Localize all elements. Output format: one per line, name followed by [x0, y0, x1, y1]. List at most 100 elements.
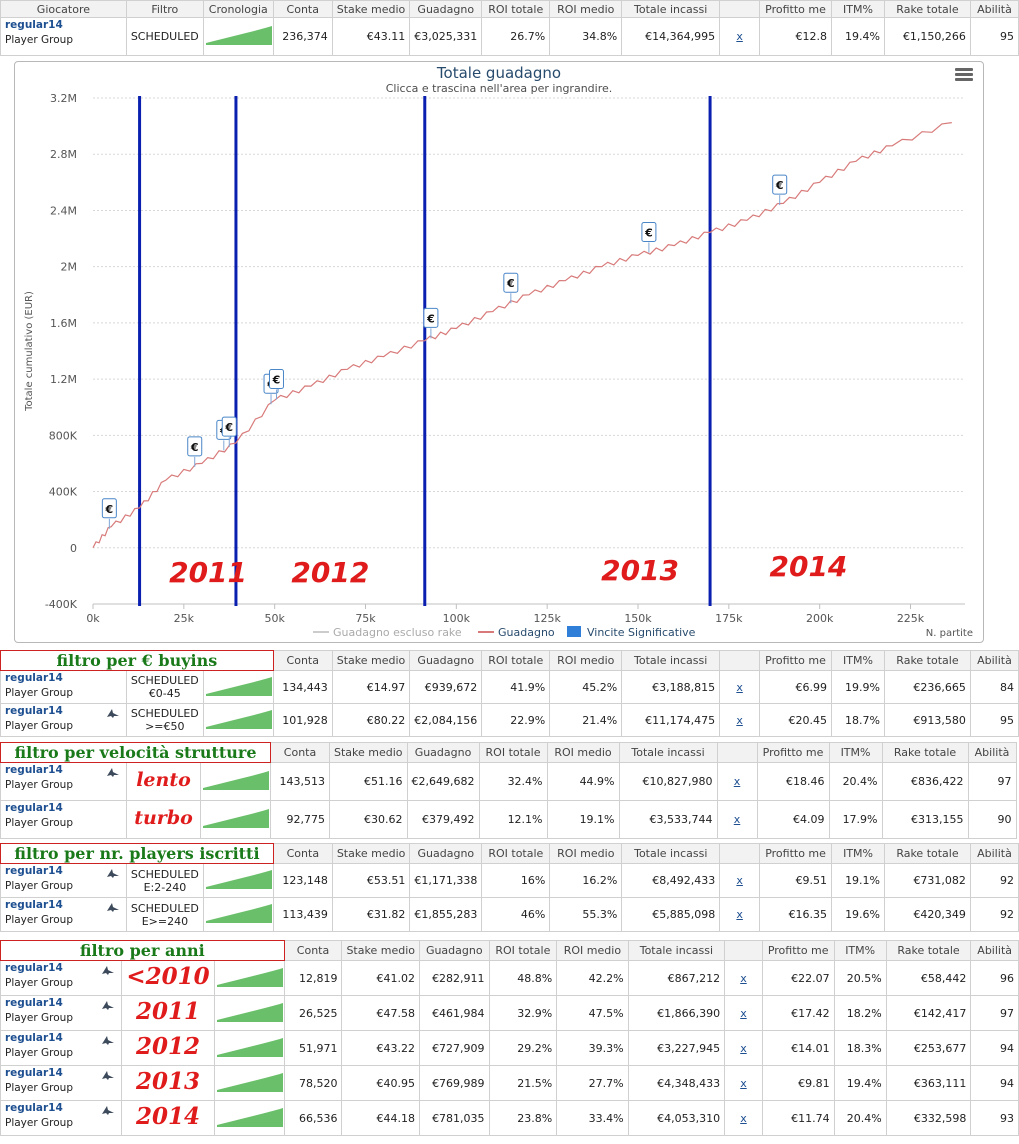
column-header[interactable]: Profitto me [756, 742, 830, 763]
column-header[interactable]: Abilità [969, 843, 1019, 864]
x-link-cell[interactable]: x [719, 897, 761, 932]
player-name[interactable]: regular14 [5, 899, 63, 911]
column-header[interactable]: Totale incassi [618, 742, 718, 763]
player-cell[interactable]: regular14 Player Group [0, 960, 123, 996]
remove-link[interactable]: x [736, 908, 743, 921]
column-header[interactable]: Rake totale [883, 650, 971, 671]
column-header[interactable] [719, 650, 761, 671]
x-link-cell[interactable]: x [724, 960, 763, 996]
column-header[interactable]: Conta [283, 940, 343, 961]
column-header[interactable]: ROI medio [549, 843, 623, 864]
column-header[interactable]: ROI totale [488, 940, 558, 961]
column-header[interactable]: Totale incassi [627, 940, 726, 961]
column-header[interactable]: Abilità [967, 742, 1017, 763]
column-header[interactable]: Conta [272, 650, 333, 671]
chart-plot-area[interactable]: -400K 0 400K 800K 1.2M 1.6M 2M 2.4M 2.8M 3.2M 0k 25… [15, 62, 983, 642]
column-header[interactable]: Profitto me [759, 843, 833, 864]
column-header[interactable]: ROI totale [481, 843, 551, 864]
hamburger-menu-icon[interactable] [955, 68, 973, 82]
column-header[interactable]: ROI medio [549, 0, 623, 18]
player-cell[interactable]: regular14 Player Group [0, 1100, 123, 1136]
column-header[interactable]: ROI medio [556, 940, 629, 961]
remove-link[interactable]: x [736, 874, 743, 887]
player-cell[interactable]: regular14 Player Group [0, 670, 127, 704]
column-header[interactable]: Profitto me [761, 940, 835, 961]
column-header[interactable]: Conta [272, 843, 333, 864]
column-header[interactable]: Rake totale [884, 843, 971, 864]
column-header[interactable]: Totale incassi [621, 843, 721, 864]
column-header[interactable]: Guadagno [406, 742, 480, 763]
column-header[interactable]: Rake totale [881, 742, 969, 763]
column-header[interactable]: Giocatore [0, 0, 127, 18]
player-name[interactable]: regular14 [5, 997, 63, 1009]
x-link-cell[interactable]: x [724, 1030, 763, 1066]
player-name[interactable]: regular14 [5, 672, 63, 684]
x-link-cell[interactable]: x [719, 703, 761, 737]
remove-link[interactable]: x [733, 813, 741, 826]
player-cell[interactable]: regular14 Player Group [0, 762, 127, 801]
player-name[interactable]: regular14 [5, 705, 63, 717]
column-header[interactable] [716, 742, 758, 763]
column-header[interactable]: Stake medio [329, 742, 408, 763]
player-cell[interactable]: regular14 Player Group [0, 800, 127, 839]
player-name[interactable]: regular14 [5, 1067, 63, 1079]
column-header[interactable]: ROI medio [549, 650, 623, 671]
player-cell[interactable]: regular14 Player Group [0, 703, 127, 737]
player-cell[interactable]: regular14 Player Group [0, 995, 123, 1031]
x-link-cell[interactable]: x [719, 670, 761, 704]
x-link-cell[interactable]: x [719, 17, 761, 56]
column-header[interactable]: ROI medio [546, 742, 620, 763]
x-link-cell[interactable]: x [716, 800, 758, 839]
remove-link[interactable]: x [740, 1111, 747, 1125]
column-header[interactable]: Abilità [969, 650, 1019, 671]
column-header[interactable]: Rake totale [885, 940, 972, 961]
column-header[interactable]: Totale incassi [621, 0, 721, 18]
remove-link[interactable]: x [736, 713, 743, 727]
column-header[interactable]: Guadagno [418, 940, 490, 961]
column-header[interactable]: Guadagno [409, 843, 483, 864]
x-link-cell[interactable]: x [724, 1065, 763, 1101]
column-header[interactable]: ITM% [828, 742, 883, 763]
column-header[interactable]: Abilità [970, 940, 1019, 961]
x-link-cell[interactable]: x [716, 762, 758, 801]
column-header[interactable]: Stake medio [331, 0, 411, 18]
remove-link[interactable]: x [740, 1006, 747, 1020]
column-header[interactable]: Conta [270, 742, 330, 763]
remove-link[interactable]: x [733, 775, 741, 788]
column-header[interactable]: ROI totale [481, 650, 551, 671]
column-header[interactable]: Stake medio [331, 650, 411, 671]
column-header[interactable]: ITM% [831, 843, 886, 864]
column-header[interactable] [719, 843, 761, 864]
player-name[interactable]: regular14 [5, 802, 63, 814]
player-cell[interactable]: regular14 Player Group [0, 17, 127, 56]
column-header[interactable]: Abilità [969, 0, 1019, 18]
player-name[interactable]: regular14 [5, 1102, 63, 1114]
x-link-cell[interactable]: x [719, 863, 761, 898]
column-header[interactable]: ROI totale [481, 0, 551, 18]
player-cell[interactable]: regular14 Player Group [0, 863, 127, 898]
column-header[interactable] [724, 940, 763, 961]
remove-link[interactable]: x [740, 971, 747, 985]
column-header[interactable]: Conta [272, 0, 333, 18]
player-name[interactable]: regular14 [5, 19, 63, 31]
column-header[interactable]: Rake totale [883, 0, 971, 18]
column-header[interactable] [719, 0, 761, 18]
remove-link[interactable]: x [736, 30, 743, 43]
x-link-cell[interactable]: x [724, 1100, 763, 1136]
column-header[interactable]: Guadagno [409, 650, 483, 671]
column-header[interactable]: Guadagno [409, 0, 483, 18]
remove-link[interactable]: x [736, 680, 743, 694]
remove-link[interactable]: x [740, 1041, 747, 1055]
player-cell[interactable]: regular14 Player Group [0, 1030, 123, 1066]
remove-link[interactable]: x [740, 1076, 747, 1090]
player-cell[interactable]: regular14 Player Group [0, 1065, 123, 1101]
column-header[interactable]: Profitto me [759, 0, 833, 18]
player-cell[interactable]: regular14 Player Group [0, 897, 127, 932]
x-link-cell[interactable]: x [724, 995, 763, 1031]
column-header[interactable]: ITM% [831, 650, 885, 671]
column-header[interactable]: Filtro [125, 0, 204, 18]
player-name[interactable]: regular14 [5, 764, 63, 776]
column-header[interactable]: Profitto me [759, 650, 833, 671]
column-header[interactable]: Totale incassi [621, 650, 721, 671]
player-name[interactable]: regular14 [5, 1032, 63, 1044]
